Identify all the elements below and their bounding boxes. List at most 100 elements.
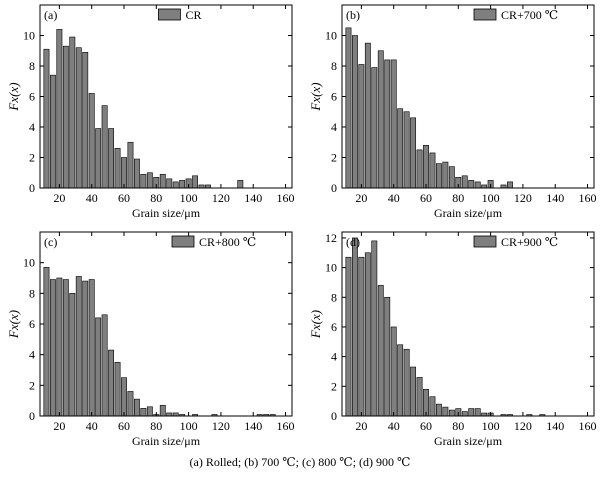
bar (69, 293, 76, 417)
x-tick-label: 120 (212, 419, 230, 433)
bar (159, 173, 166, 189)
x-tick-label: 140 (244, 419, 262, 433)
x-tick-label: 60 (420, 191, 432, 205)
bar (121, 157, 127, 189)
legend-label: CR (185, 8, 201, 22)
x-tick-label: 20 (53, 419, 65, 433)
bar (364, 42, 371, 189)
bar (429, 152, 436, 189)
bar (43, 48, 50, 189)
bar (435, 163, 442, 189)
bar (179, 180, 186, 189)
bar (192, 175, 199, 189)
bar (397, 108, 404, 189)
x-tick-label: 160 (579, 419, 597, 433)
bar (397, 344, 404, 417)
y-tick-label: 0 (29, 409, 35, 423)
legend-label: CR+900 ℃ (501, 235, 558, 249)
panel-label: (d) (346, 235, 360, 249)
bar (108, 349, 115, 417)
x-tick-label: 160 (277, 419, 295, 433)
bar (416, 377, 423, 417)
bar (410, 117, 417, 189)
bar (468, 408, 475, 417)
y-tick-label: 10 (325, 29, 337, 43)
y-tick-label: 2 (331, 379, 337, 393)
y-tick-label: 2 (29, 151, 35, 165)
y-axis-label: Fx(x) (308, 310, 323, 339)
legend-swatch (473, 235, 497, 248)
bar (442, 161, 449, 189)
bar (371, 67, 378, 189)
bar (390, 59, 397, 189)
x-tick-label: 100 (180, 191, 198, 205)
bar (377, 50, 384, 189)
y-tick-label: 6 (29, 90, 35, 104)
bar (88, 279, 95, 417)
y-axis-label: Fx(x) (308, 82, 323, 111)
y-tick-label: 0 (29, 181, 35, 195)
x-tick-label: 60 (420, 419, 432, 433)
legend-swatch (158, 8, 181, 21)
x-tick-label: 120 (514, 419, 532, 433)
bar (101, 105, 108, 189)
bar (345, 256, 352, 417)
y-tick-label: 10 (325, 261, 337, 275)
y-tick-label: 0 (331, 181, 337, 195)
x-axis-label: Grain size/μm (434, 434, 503, 448)
x-tick-label: 140 (546, 419, 564, 433)
x-tick-label: 80 (452, 419, 464, 433)
y-tick-label: 12 (325, 231, 337, 245)
x-tick-label: 120 (212, 191, 230, 205)
chart-panel-3: 20 40 60 80 100 120 140 160 0 2 4 6 8 10 Grain size/μm… (6, 231, 295, 448)
bar (351, 35, 358, 189)
x-tick-label: 40 (86, 419, 98, 433)
x-axis-label: Grain size/μm (132, 206, 201, 220)
panel-label: (b) (346, 8, 360, 22)
bar (146, 172, 153, 189)
bar (56, 277, 63, 417)
y-axis-label: Fx(x) (6, 82, 21, 111)
y-tick-label: 2 (331, 151, 337, 165)
legend-swatch (171, 235, 195, 248)
y-axis-label: Fx(x) (6, 310, 21, 339)
bar (461, 175, 468, 189)
bar (345, 27, 352, 189)
bar (435, 403, 442, 417)
bar (82, 280, 89, 417)
bar (75, 276, 82, 417)
bar (82, 51, 89, 189)
bar (127, 391, 134, 417)
bar (43, 266, 50, 417)
y-tick-label: 2 (29, 378, 35, 392)
bar (390, 326, 397, 417)
y-tick-label: 6 (331, 320, 337, 334)
bar (127, 141, 134, 189)
bar (448, 409, 455, 417)
x-tick-label: 80 (150, 419, 162, 433)
x-tick-label: 20 (355, 191, 367, 205)
bar (468, 180, 475, 189)
y-tick-label: 6 (331, 90, 337, 104)
bar (140, 173, 147, 189)
y-tick-label: 8 (331, 59, 337, 73)
y-tick-label: 4 (29, 348, 35, 362)
bar (410, 366, 417, 417)
bar (133, 398, 140, 417)
x-tick-label: 100 (482, 419, 500, 433)
bar (461, 411, 468, 417)
bar (172, 181, 179, 189)
bar (114, 362, 121, 417)
bar (101, 314, 108, 417)
bar (377, 285, 384, 417)
figure-caption: (a) Rolled; (b) 700 ℃; (c) 800 ℃; (d) 90… (189, 455, 411, 469)
y-tick-label: 8 (29, 59, 35, 73)
bar (75, 47, 82, 189)
x-axis-label: Grain size/μm (132, 434, 201, 448)
x-axis-label: Grain size/μm (434, 206, 503, 220)
bar (448, 166, 455, 189)
bar (159, 404, 166, 417)
x-tick-label: 60 (118, 191, 130, 205)
bar (108, 128, 115, 189)
